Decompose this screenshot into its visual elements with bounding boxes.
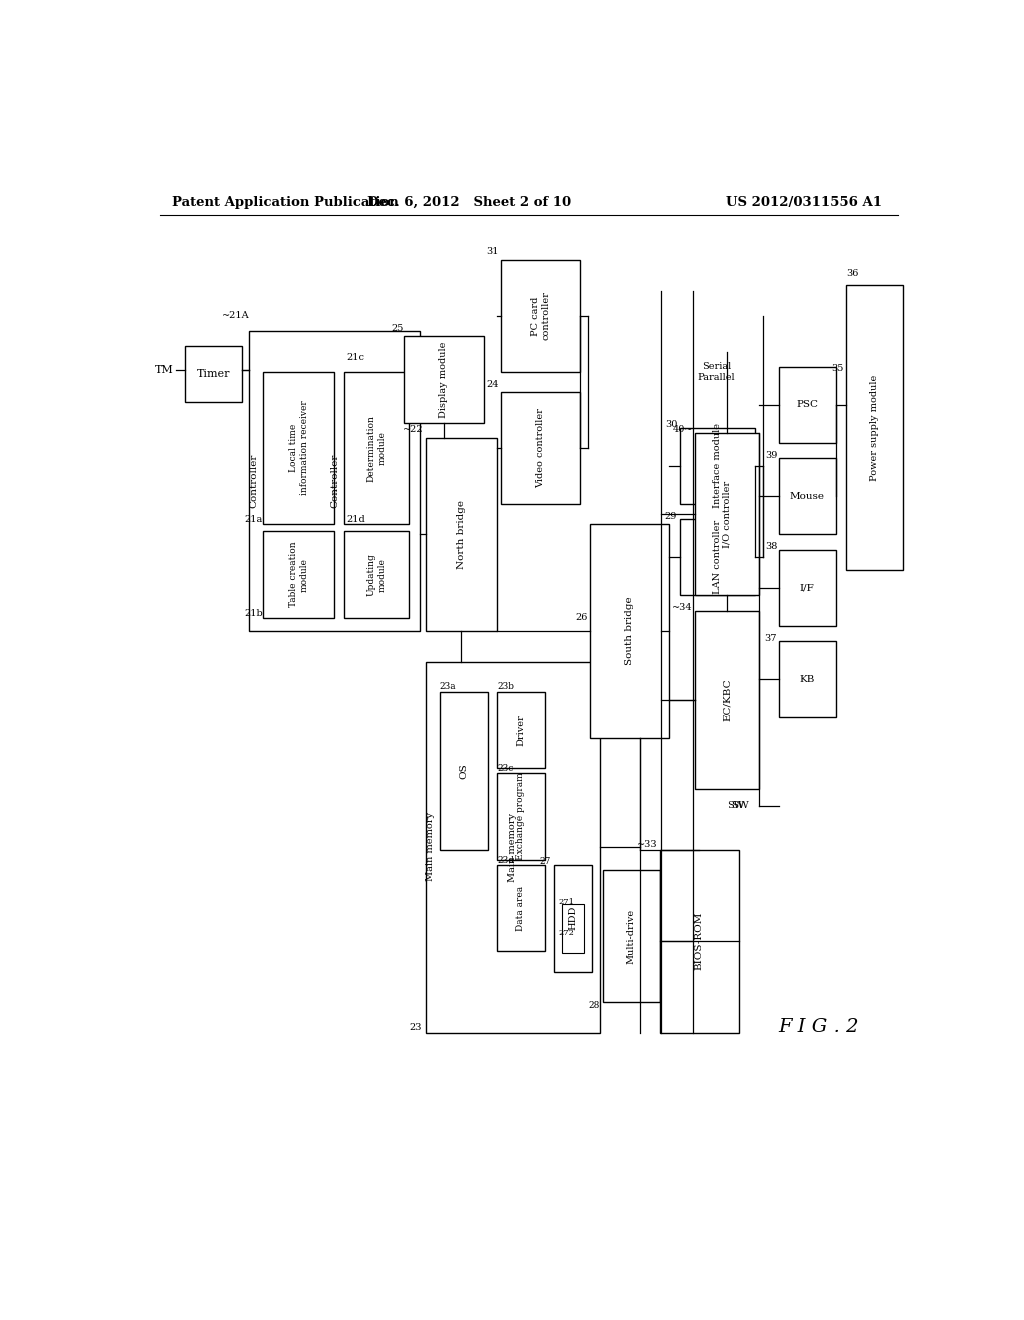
Text: Interface module: Interface module [713,424,722,508]
Text: Serial
Parallel: Serial Parallel [697,362,735,381]
Text: EC/KBC: EC/KBC [723,678,732,721]
Text: Controller: Controller [249,453,258,508]
Bar [778,458,836,535]
Text: I/F: I/F [800,583,815,593]
Text: 36: 36 [846,269,858,279]
Text: Local time
information receiver: Local time information receiver [289,401,308,495]
Text: 35: 35 [831,364,844,374]
Text: 38: 38 [765,543,777,552]
Text: 23c: 23c [497,764,513,774]
Text: Determination
module: Determination module [367,414,386,482]
Text: Data area: Data area [516,886,525,931]
Bar [497,774,545,859]
Text: ~22: ~22 [402,425,423,434]
Bar [497,692,545,768]
Text: I/O controller: I/O controller [723,480,732,548]
Bar [250,331,420,631]
Text: 21b: 21b [244,609,263,618]
Text: Power supply module: Power supply module [870,375,880,480]
Bar [778,549,836,626]
Bar [344,372,409,524]
Text: 21d: 21d [346,515,365,524]
Text: Updating
module: Updating module [367,553,386,597]
Text: 28: 28 [588,1001,599,1010]
Text: South bridge: South bridge [625,597,634,665]
Bar [404,337,483,422]
Bar [680,519,755,595]
Text: 23a: 23a [440,682,457,690]
Text: ~21A: ~21A [222,312,250,321]
Text: OS: OS [459,763,468,779]
Text: 30: 30 [665,420,677,429]
Text: 23d: 23d [497,855,514,865]
Bar [554,865,592,972]
Text: ~33: ~33 [637,840,657,849]
Text: BIOS-ROM: BIOS-ROM [695,912,703,970]
Text: Table creation
module: Table creation module [289,541,308,607]
Text: Driver: Driver [516,714,525,746]
Text: 40~: 40~ [673,425,693,434]
Text: 27: 27 [540,857,551,866]
Text: Timer: Timer [197,370,230,379]
Text: 29: 29 [665,512,677,520]
Text: 23: 23 [410,1023,422,1032]
Text: 21a: 21a [245,515,263,524]
Text: Exchange program: Exchange program [516,772,525,861]
Text: Main memory: Main memory [426,812,435,880]
Text: SW: SW [731,801,749,810]
Bar [263,372,334,524]
Bar [426,438,497,631]
Text: 26: 26 [575,614,588,622]
Text: 21c: 21c [346,352,365,362]
Bar [659,850,739,1032]
Text: Multi-drive: Multi-drive [627,908,636,964]
Bar [695,433,759,595]
Text: 24: 24 [486,380,499,388]
Bar [501,260,581,372]
Bar [846,285,903,570]
Text: 272: 272 [558,929,574,937]
Bar [440,692,487,850]
Bar [695,611,759,788]
Text: TM: TM [156,364,174,375]
Text: Video controller: Video controller [537,408,545,488]
Text: Display module: Display module [439,342,449,417]
Bar [344,532,409,618]
Text: SW: SW [727,801,743,810]
Text: US 2012/0311556 A1: US 2012/0311556 A1 [726,195,882,209]
Text: PC card
controller: PC card controller [530,292,551,341]
Bar [590,524,670,738]
Text: Main memory: Main memory [508,813,517,882]
Bar [185,346,243,403]
Text: Dec. 6, 2012   Sheet 2 of 10: Dec. 6, 2012 Sheet 2 of 10 [368,195,571,209]
Bar [778,367,836,444]
Bar [680,428,755,504]
Bar [778,642,836,718]
Text: KB: KB [800,675,815,684]
Bar [497,865,545,952]
Text: Patent Application Publication: Patent Application Publication [172,195,398,209]
Text: 271: 271 [558,899,574,907]
Bar [263,532,334,618]
Text: 25: 25 [392,323,404,333]
Bar [562,904,584,953]
Text: 31: 31 [486,247,499,256]
Text: LAN controller: LAN controller [713,520,722,594]
Text: North bridge: North bridge [457,500,466,569]
Text: 37: 37 [765,634,777,643]
Text: 39: 39 [765,450,777,459]
Text: PSC: PSC [797,400,818,409]
Text: F I G . 2: F I G . 2 [778,1019,859,1036]
Text: 23b: 23b [497,682,514,690]
Text: Controller: Controller [330,454,339,508]
Text: HDD: HDD [568,906,578,931]
Bar [602,870,659,1002]
Bar [501,392,581,504]
Bar [426,661,600,1032]
Text: Mouse: Mouse [790,492,824,500]
Text: ~34: ~34 [673,603,693,612]
